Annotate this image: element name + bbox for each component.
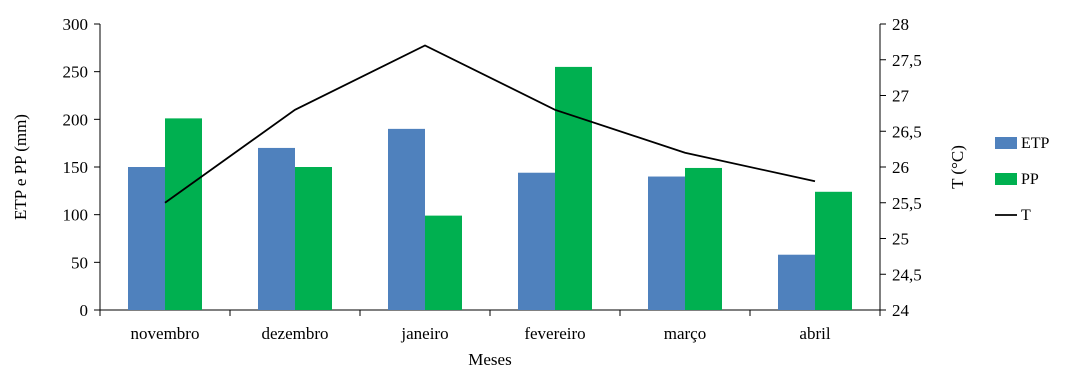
- axes: [94, 23, 886, 316]
- legend-label-t: T: [1021, 207, 1031, 224]
- bar-etp: [518, 172, 555, 310]
- x-tick-label: março: [664, 324, 706, 343]
- bar-pp: [165, 118, 202, 310]
- bars: [128, 66, 852, 311]
- y2-tick-label: 25: [892, 230, 909, 249]
- x-tick-label: abril: [799, 324, 830, 343]
- bar-pp: [425, 215, 462, 310]
- y2-axis-title: T (°C): [948, 145, 967, 189]
- bar-etp: [128, 167, 165, 310]
- legend-label-etp: ETP: [1021, 135, 1050, 152]
- temperature-line: [164, 44, 816, 204]
- x-tick-label: janeiro: [400, 324, 448, 343]
- y-tick-label: 100: [63, 206, 89, 225]
- y-tick-label: 300: [63, 15, 89, 34]
- bar-etp: [388, 128, 425, 310]
- y2-tick-label: 26: [892, 158, 909, 177]
- bar-etp: [778, 254, 815, 310]
- x-axis-title: Meses: [468, 350, 511, 369]
- x-tick-label: dezembro: [261, 324, 328, 343]
- bar-etp: [258, 147, 295, 310]
- y2-tick-label: 28: [892, 15, 909, 34]
- y-tick-label: 200: [63, 110, 89, 129]
- legend-swatch-etp: [995, 137, 1017, 149]
- y-tick-label: 250: [63, 63, 89, 82]
- bar-pp: [685, 167, 722, 310]
- y-axis-title: ETP e PP (mm): [11, 114, 30, 220]
- legend-swatch-pp: [995, 173, 1017, 185]
- y2-tick-label: 27,5: [892, 51, 922, 70]
- bar-pp: [815, 191, 852, 310]
- tick-labels: 0 50 100 150 200 250 300 24 24,5 25 25,5 26 26,5 27 27…: [63, 15, 922, 343]
- line-series-t: [164, 44, 816, 204]
- bar-etp: [648, 176, 685, 310]
- y2-tick-label: 24,5: [892, 265, 922, 284]
- legend-label-pp: PP: [1021, 171, 1039, 188]
- bar-pp: [555, 66, 592, 311]
- y-tick-label: 50: [71, 253, 88, 272]
- bar-pp: [295, 167, 332, 310]
- y2-tick-label: 24: [892, 301, 910, 320]
- x-tick-label: novembro: [131, 324, 200, 343]
- y2-tick-label: 26,5: [892, 122, 922, 141]
- legend: ETP PP T: [995, 135, 1050, 224]
- y-tick-label: 0: [80, 301, 89, 320]
- y2-tick-label: 27: [892, 87, 910, 106]
- x-tick-label: fevereiro: [524, 324, 585, 343]
- y-tick-label: 150: [63, 158, 89, 177]
- y2-tick-label: 25,5: [892, 194, 922, 213]
